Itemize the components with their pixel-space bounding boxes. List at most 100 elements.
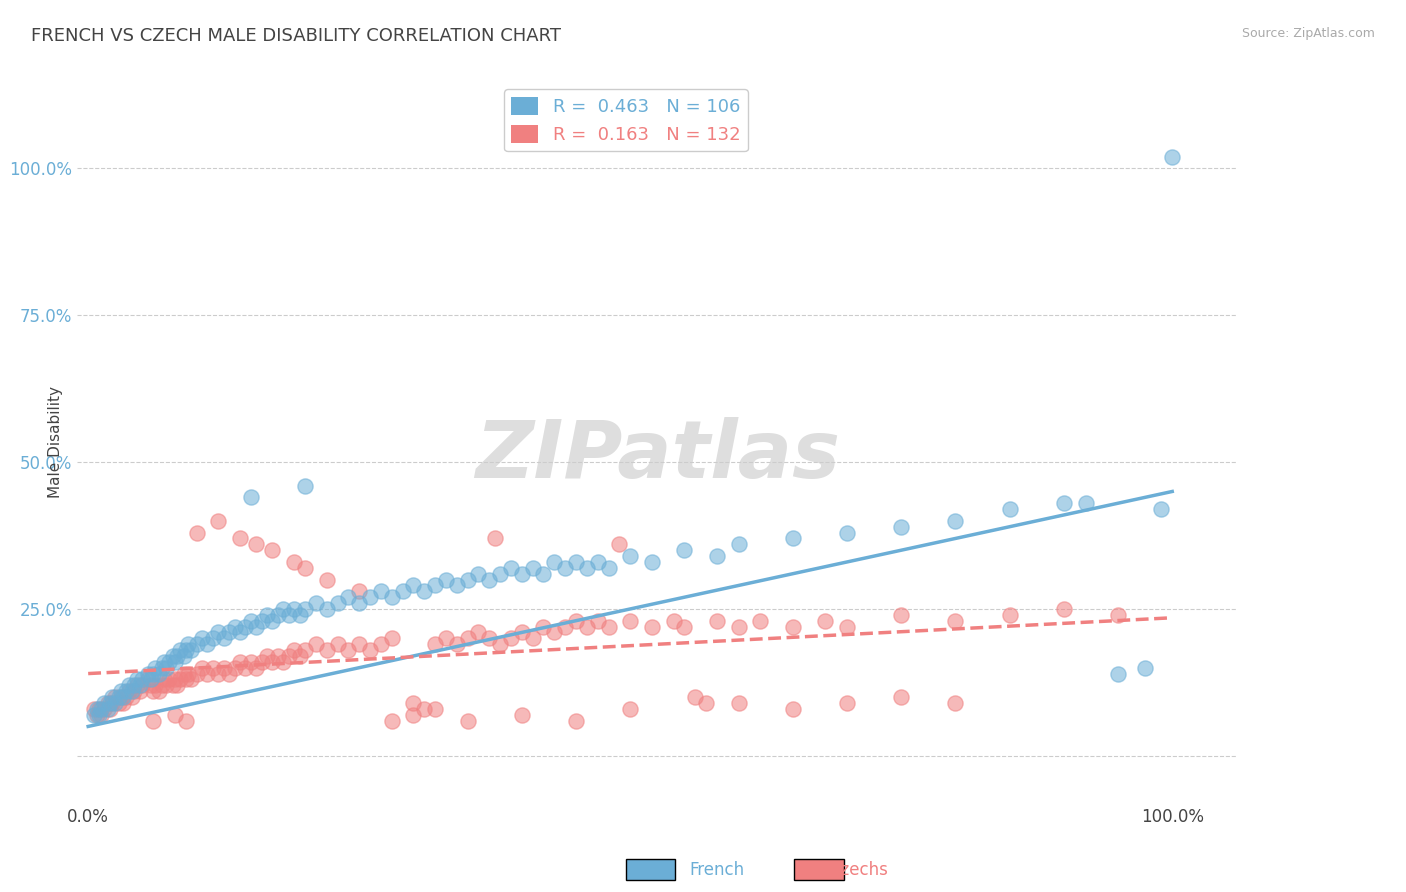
Point <box>155 661 177 675</box>
Point <box>136 666 159 681</box>
Point <box>945 514 967 528</box>
Point <box>191 632 214 646</box>
Point <box>434 632 457 646</box>
Text: FRENCH VS CZECH MALE DISABILITY CORRELATION CHART: FRENCH VS CZECH MALE DISABILITY CORRELAT… <box>31 27 561 45</box>
Point <box>277 607 299 622</box>
Point <box>229 532 252 546</box>
Point <box>782 532 804 546</box>
Point <box>467 625 489 640</box>
Point <box>118 678 141 692</box>
Point <box>142 684 165 698</box>
Point <box>749 614 772 628</box>
Point <box>522 632 544 646</box>
Point <box>256 607 278 622</box>
Point <box>162 648 184 663</box>
Point <box>159 655 181 669</box>
Point <box>153 673 176 687</box>
Point <box>402 707 425 722</box>
Point <box>145 678 167 692</box>
Point <box>174 673 197 687</box>
Point <box>294 478 316 492</box>
Point <box>446 637 468 651</box>
Point <box>271 655 294 669</box>
Point <box>267 607 290 622</box>
Point <box>201 632 224 646</box>
Point <box>256 648 278 663</box>
Point <box>326 596 349 610</box>
Point <box>782 619 804 633</box>
Point <box>489 566 512 581</box>
Point <box>423 702 446 716</box>
Point <box>239 614 262 628</box>
Point <box>533 566 555 581</box>
Point <box>101 690 124 704</box>
Point <box>129 684 152 698</box>
Point <box>484 532 506 546</box>
Point <box>90 707 112 722</box>
Point <box>107 696 129 710</box>
Point <box>166 678 188 692</box>
Point <box>169 673 191 687</box>
Point <box>782 702 804 716</box>
Point <box>695 696 717 710</box>
Point <box>83 707 105 722</box>
Point <box>191 661 214 675</box>
Text: ZIPatlas: ZIPatlas <box>475 417 839 495</box>
Point <box>727 619 749 633</box>
Point <box>402 578 425 592</box>
Point <box>945 614 967 628</box>
Point <box>619 614 641 628</box>
Point <box>245 619 267 633</box>
Point <box>180 643 202 657</box>
Point <box>533 619 555 633</box>
Point <box>423 578 446 592</box>
Point <box>86 707 108 722</box>
Point <box>522 561 544 575</box>
Point <box>277 648 299 663</box>
Point <box>662 614 685 628</box>
Point <box>150 678 173 692</box>
Point <box>446 578 468 592</box>
Point <box>148 684 170 698</box>
Point <box>93 696 115 710</box>
Point <box>619 702 641 716</box>
Point <box>229 655 252 669</box>
Point <box>104 690 127 704</box>
Point <box>93 702 115 716</box>
Point <box>131 673 153 687</box>
Point <box>586 614 609 628</box>
Point <box>457 632 479 646</box>
Point <box>391 584 413 599</box>
Text: Source: ZipAtlas.com: Source: ZipAtlas.com <box>1241 27 1375 40</box>
Point <box>510 566 533 581</box>
Point <box>271 602 294 616</box>
Point <box>347 596 370 610</box>
Point <box>107 690 129 704</box>
Point <box>727 696 749 710</box>
Point <box>359 643 381 657</box>
Point <box>262 655 284 669</box>
Point <box>347 637 370 651</box>
Point <box>370 637 392 651</box>
Point <box>262 543 284 558</box>
Point <box>554 561 576 575</box>
Point <box>1107 666 1129 681</box>
Point <box>245 661 267 675</box>
Point <box>283 555 305 569</box>
Point <box>890 519 912 533</box>
Point <box>294 643 316 657</box>
Point <box>305 596 328 610</box>
Point <box>83 702 105 716</box>
Point <box>609 537 631 551</box>
Y-axis label: Male Disability: Male Disability <box>48 385 63 498</box>
Point <box>337 643 360 657</box>
Point <box>315 643 337 657</box>
Point <box>212 632 235 646</box>
Point <box>104 696 127 710</box>
Point <box>162 678 184 692</box>
Point <box>148 666 170 681</box>
Point <box>186 666 208 681</box>
Point <box>326 637 349 651</box>
Point <box>122 678 145 692</box>
Point <box>565 614 588 628</box>
